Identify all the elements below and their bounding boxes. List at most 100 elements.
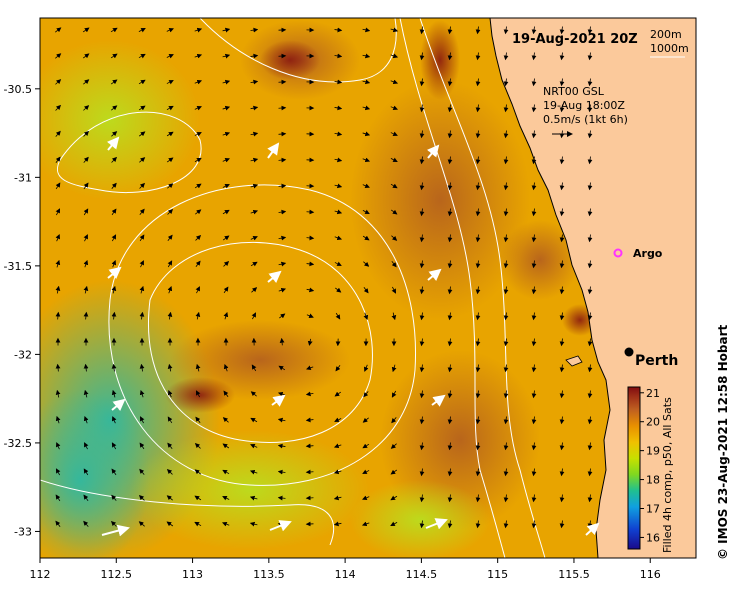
current-vector xyxy=(531,130,537,139)
current-vector xyxy=(447,390,453,399)
current-vector xyxy=(362,131,371,137)
current-vector xyxy=(531,390,537,399)
current-vector xyxy=(222,469,230,475)
current-vector xyxy=(362,417,369,423)
current-vector xyxy=(195,286,200,294)
current-vector xyxy=(194,27,203,33)
current-vector xyxy=(138,79,146,85)
current-vector xyxy=(559,260,565,269)
colorbar-tick-label: 18 xyxy=(646,474,660,487)
current-vector xyxy=(447,286,453,295)
sst-patch xyxy=(130,430,370,550)
current-vector xyxy=(306,235,315,241)
current-vector xyxy=(167,183,174,189)
current-vector xyxy=(475,364,481,373)
product-name: NRT00 GSL xyxy=(543,85,605,98)
x-tick-label: 114.5 xyxy=(406,568,438,581)
current-vector xyxy=(447,234,453,243)
current-vector xyxy=(306,261,315,267)
current-vector xyxy=(83,468,89,476)
current-vector xyxy=(559,442,565,451)
current-vector xyxy=(447,156,453,165)
current-vector xyxy=(55,53,62,59)
current-vector xyxy=(559,156,565,165)
current-vector xyxy=(447,104,453,113)
map-title: 19-Aug-2021 20Z xyxy=(512,32,638,47)
sst-patch xyxy=(350,480,490,558)
current-vector xyxy=(362,105,371,111)
current-vector xyxy=(419,208,425,217)
current-vector xyxy=(559,416,565,425)
perth-city-marker[interactable] xyxy=(624,347,634,357)
current-vector xyxy=(390,469,398,475)
current-vector xyxy=(587,364,593,373)
current-vector xyxy=(55,389,61,398)
current-vector xyxy=(166,468,173,475)
current-vector xyxy=(306,209,315,215)
current-vector xyxy=(362,495,370,501)
current-vector xyxy=(361,521,370,527)
current-vector xyxy=(111,285,117,294)
current-vector xyxy=(419,130,425,139)
current-vector xyxy=(194,443,201,449)
current-vector xyxy=(447,26,453,35)
current-vector xyxy=(503,338,509,347)
current-vector xyxy=(83,494,89,502)
current-vector xyxy=(419,364,425,373)
current-vector xyxy=(587,52,593,61)
current-vector xyxy=(55,156,61,164)
current-vector xyxy=(83,259,89,268)
current-vector xyxy=(249,495,258,501)
colorbar-ramp xyxy=(627,386,641,550)
current-vector-highlight xyxy=(427,268,442,282)
current-vector xyxy=(334,235,342,241)
current-vector xyxy=(447,52,453,61)
current-vector xyxy=(250,261,258,267)
current-vector xyxy=(306,365,314,371)
current-vector-highlight xyxy=(271,394,286,407)
current-vector xyxy=(362,79,371,85)
current-vector xyxy=(362,443,370,449)
current-vector xyxy=(138,105,146,111)
current-vector xyxy=(55,27,62,33)
current-vector xyxy=(559,26,565,35)
current-vector xyxy=(111,311,117,320)
current-vector xyxy=(503,416,509,425)
current-vector xyxy=(587,468,593,477)
depth-legend-200m: 200m xyxy=(650,28,682,41)
current-vector xyxy=(166,80,174,85)
current-vector xyxy=(55,520,61,528)
current-vector xyxy=(503,104,509,113)
current-vector xyxy=(475,520,481,529)
current-vector xyxy=(475,104,481,113)
bathymetry-contour xyxy=(108,184,417,486)
current-vector xyxy=(55,415,61,424)
current-vector xyxy=(333,443,342,449)
current-vector xyxy=(531,104,537,113)
current-vector xyxy=(559,494,565,503)
current-vector xyxy=(559,312,565,321)
current-vector xyxy=(364,364,369,372)
current-vector xyxy=(335,365,341,372)
current-vector xyxy=(419,468,425,477)
current-vector-highlight xyxy=(101,524,130,537)
current-vector xyxy=(475,286,481,295)
current-vector xyxy=(55,182,61,190)
current-vector xyxy=(110,53,118,59)
current-vector xyxy=(277,469,286,475)
current-vector xyxy=(83,415,89,424)
current-vector xyxy=(559,234,565,243)
argo-float-marker[interactable] xyxy=(613,248,623,258)
current-vector xyxy=(195,311,201,320)
current-vector xyxy=(195,363,201,372)
current-vector xyxy=(419,260,425,269)
current-vector xyxy=(559,208,565,217)
current-vector xyxy=(419,156,425,165)
x-axis: 112 112.5 113 113.5 114 114.5 115 115.5 116 xyxy=(30,558,661,581)
current-vector xyxy=(363,287,369,294)
current-vector xyxy=(447,260,453,269)
current-vector xyxy=(111,363,117,372)
current-vector xyxy=(166,54,174,59)
current-vector xyxy=(503,130,509,139)
current-vector xyxy=(250,105,259,111)
